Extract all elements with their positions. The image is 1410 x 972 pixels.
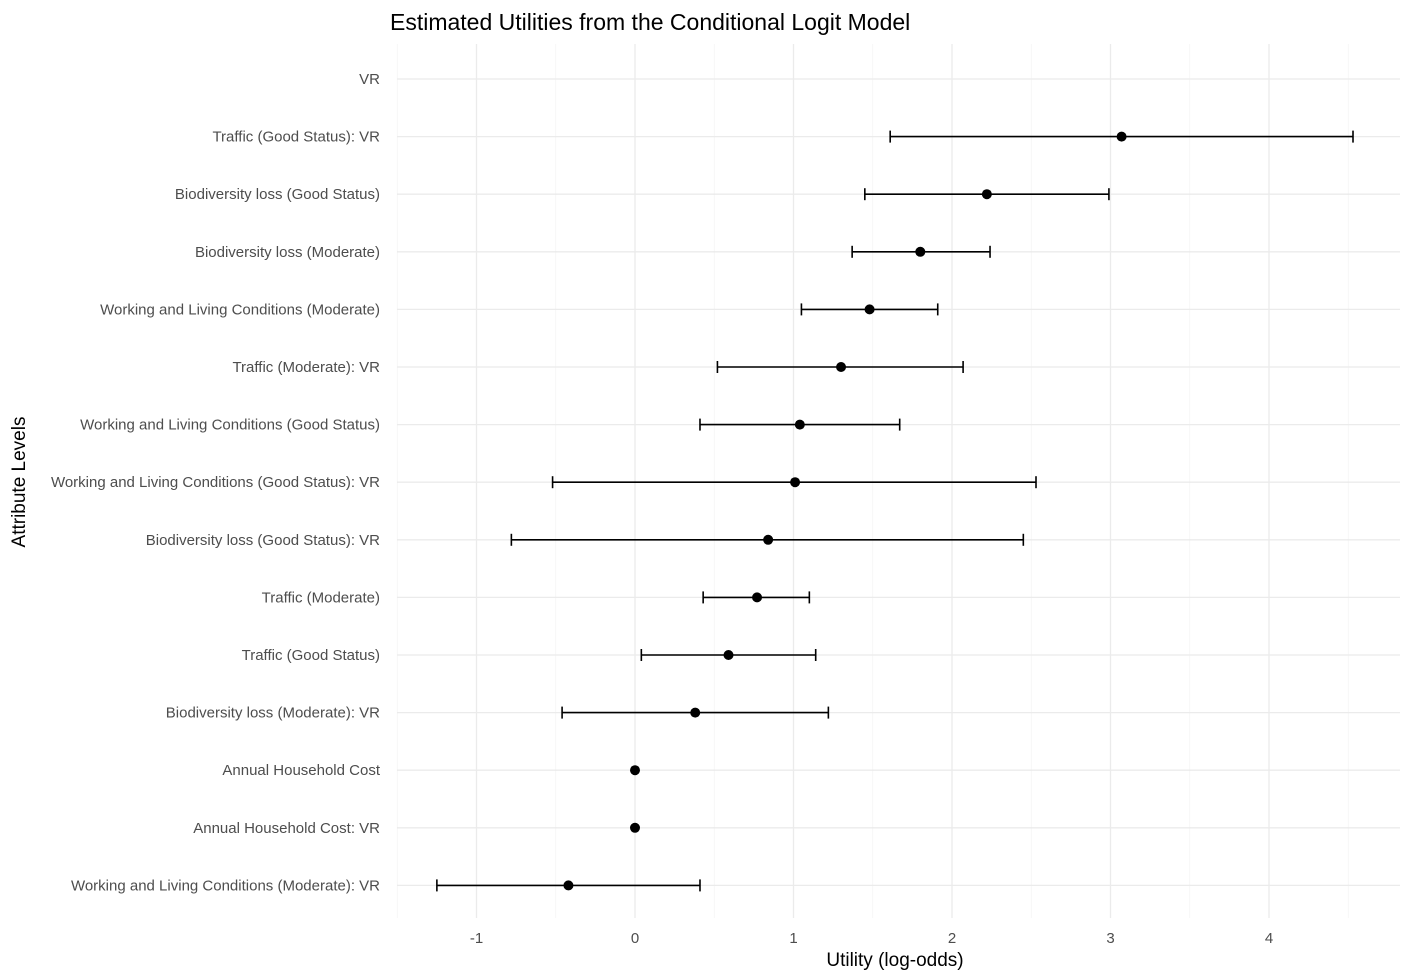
x-tick-label: 0 — [631, 930, 639, 947]
estimate-point — [981, 189, 992, 200]
x-tick-label: -1 — [470, 930, 483, 947]
estimate-point — [723, 650, 734, 660]
estimate-point — [915, 246, 926, 257]
x-tick-labels: -1 0 1 2 3 4 — [470, 930, 1273, 947]
estimate-point — [790, 477, 801, 488]
x-tick-label: 2 — [948, 930, 956, 947]
estimate-point — [630, 822, 640, 833]
estimate-point — [864, 304, 875, 315]
y-tick-label: Working and Living Conditions (Moderate)… — [71, 877, 380, 894]
x-tick-label: 1 — [789, 930, 797, 947]
y-axis-title: Attribute Levels — [9, 417, 30, 548]
y-tick-label: Annual Household Cost — [222, 762, 380, 779]
y-tick-label: Biodiversity loss (Moderate) — [195, 244, 380, 261]
y-tick-label: Biodiversity loss (Moderate): VR — [166, 705, 380, 722]
y-tick-label: Biodiversity loss (Good Status): VR — [146, 532, 380, 549]
grid-layer — [396, 44, 1400, 918]
estimate-point — [763, 534, 774, 545]
x-tick-label: 3 — [1106, 930, 1114, 947]
estimate-point — [630, 765, 640, 776]
y-tick-label: Biodiversity loss (Good Status) — [175, 186, 380, 203]
y-tick-label: Traffic (Moderate): VR — [232, 359, 380, 376]
x-tick-label: 4 — [1265, 930, 1273, 947]
y-tick-label: Working and Living Conditions (Good Stat… — [51, 474, 380, 491]
y-tick-labels: VR Traffic (Good Status): VR Biodiversity … — [51, 71, 381, 894]
y-tick-label: Working and Living Conditions (Good Stat… — [80, 417, 380, 434]
x-axis-title: Utility (log-odds) — [826, 950, 963, 971]
estimate-point — [1116, 131, 1127, 142]
estimate-point — [690, 707, 701, 718]
y-tick-label: Traffic (Good Status) — [242, 647, 380, 664]
y-tick-label: Traffic (Good Status): VR — [212, 129, 380, 146]
chart-title: Estimated Utilities from the Conditional… — [390, 9, 910, 35]
y-tick-label: Annual Household Cost: VR — [193, 820, 380, 837]
estimate-point — [794, 419, 805, 430]
estimate-point — [836, 362, 847, 372]
y-tick-label: VR — [359, 71, 380, 88]
estimate-point — [752, 592, 763, 603]
data-marks — [436, 130, 1354, 892]
y-tick-label: Traffic (Moderate) — [262, 589, 380, 606]
y-tick-label: Working and Living Conditions (Moderate) — [100, 301, 380, 318]
estimate-point — [563, 880, 574, 891]
